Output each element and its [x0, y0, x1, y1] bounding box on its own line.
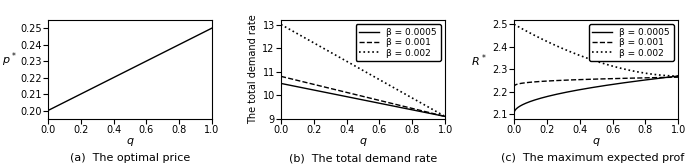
- Line: β = 0.002: β = 0.002: [514, 24, 678, 76]
- β = 0.002: [441, 115, 449, 117]
- β = 0.0005: [441, 115, 449, 117]
- β = 0.002: [342, 60, 350, 62]
- β = 0.001: [510, 86, 518, 88]
- β = 0.0005: [277, 82, 285, 84]
- X-axis label: $q$: $q$: [592, 136, 601, 148]
- Legend: β = 0.0005, β = 0.001, β = 0.002: β = 0.0005, β = 0.001, β = 0.002: [588, 24, 673, 61]
- Line: β = 0.002: β = 0.002: [281, 25, 445, 116]
- X-axis label: $q$: $q$: [359, 136, 367, 148]
- Line: β = 0.001: β = 0.001: [514, 77, 678, 87]
- Legend: β = 0.0005, β = 0.001, β = 0.002: β = 0.0005, β = 0.001, β = 0.002: [356, 24, 440, 61]
- β = 0.0005: [510, 112, 518, 114]
- β = 0.001: [530, 81, 538, 83]
- β = 0.002: [277, 24, 285, 26]
- X-axis label: $q$: $q$: [125, 136, 134, 148]
- Line: β = 0.0005: β = 0.0005: [514, 76, 678, 113]
- β = 0.0005: [563, 91, 571, 93]
- β = 0.002: [674, 75, 682, 77]
- β = 0.001: [342, 91, 350, 93]
- Text: (a)  The optimal price: (a) The optimal price: [70, 153, 190, 163]
- β = 0.001: [563, 79, 571, 81]
- β = 0.002: [396, 90, 404, 92]
- β = 0.0005: [575, 89, 583, 91]
- β = 0.002: [395, 90, 403, 92]
- β = 0.001: [628, 77, 636, 79]
- β = 0.001: [575, 79, 583, 81]
- β = 0.002: [575, 54, 583, 56]
- β = 0.002: [297, 35, 305, 37]
- Line: β = 0.0005: β = 0.0005: [281, 83, 445, 116]
- β = 0.0005: [395, 106, 403, 108]
- β = 0.002: [563, 50, 571, 52]
- Line: β = 0.001: β = 0.001: [281, 76, 445, 116]
- β = 0.002: [613, 66, 621, 68]
- β = 0.0005: [613, 83, 621, 85]
- β = 0.001: [380, 101, 388, 103]
- Y-axis label: $p^*$: $p^*$: [1, 51, 16, 69]
- β = 0.0005: [330, 93, 338, 95]
- β = 0.0005: [396, 106, 404, 108]
- β = 0.001: [297, 80, 305, 82]
- β = 0.001: [396, 104, 404, 106]
- β = 0.001: [613, 78, 621, 80]
- Y-axis label: $R^*$: $R^*$: [471, 53, 486, 69]
- β = 0.002: [510, 23, 518, 25]
- β = 0.002: [530, 34, 538, 36]
- Y-axis label: The total demand rate: The total demand rate: [248, 14, 258, 124]
- β = 0.002: [330, 53, 338, 55]
- β = 0.0005: [380, 103, 388, 105]
- β = 0.001: [441, 115, 449, 117]
- β = 0.0005: [297, 86, 305, 88]
- β = 0.002: [628, 70, 636, 72]
- β = 0.001: [330, 88, 338, 90]
- β = 0.001: [395, 104, 403, 106]
- β = 0.0005: [630, 81, 638, 82]
- Text: (b)  The total demand rate: (b) The total demand rate: [289, 153, 437, 163]
- β = 0.001: [630, 77, 638, 79]
- β = 0.0005: [342, 96, 350, 98]
- β = 0.001: [674, 76, 682, 78]
- β = 0.001: [277, 75, 285, 77]
- β = 0.0005: [530, 99, 538, 101]
- Text: (c)  The maximum expected profit: (c) The maximum expected profit: [501, 153, 685, 163]
- β = 0.0005: [628, 81, 636, 83]
- β = 0.0005: [674, 75, 682, 77]
- β = 0.002: [380, 81, 388, 83]
- β = 0.002: [630, 70, 638, 72]
